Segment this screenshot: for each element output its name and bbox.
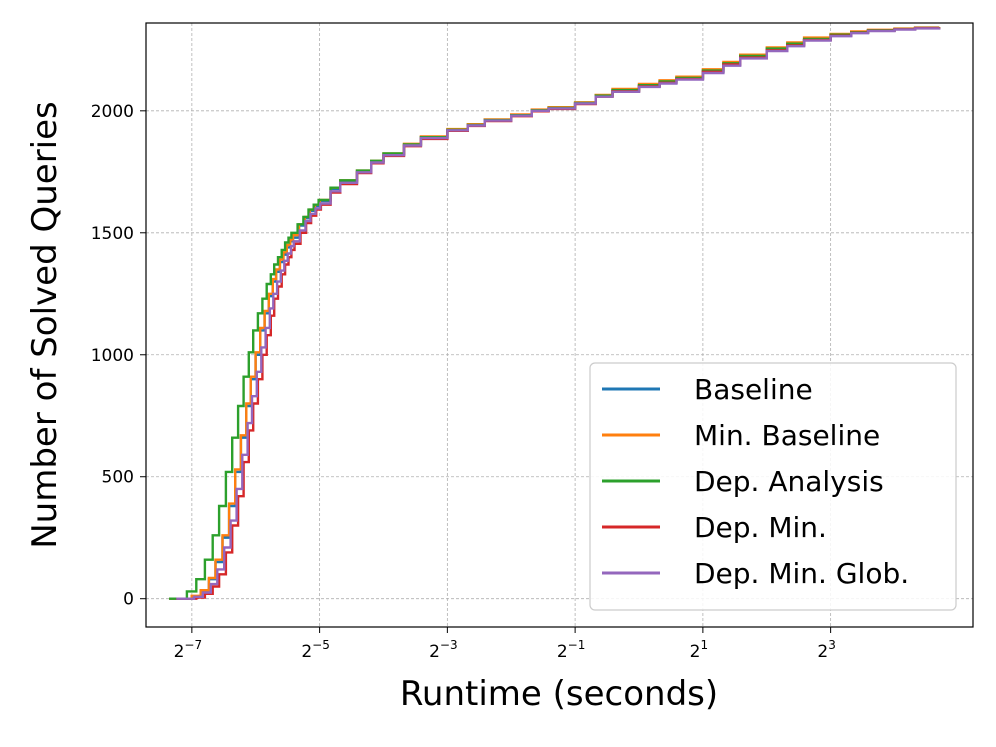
x-axis-ticks: 2−7 2−5 2−3 2−1 21 23 [174, 627, 836, 662]
legend-box [589, 362, 957, 611]
y-tick-label: 500 [102, 468, 134, 488]
legend-label: Min. Baseline [694, 419, 880, 452]
grid-lines [146, 23, 973, 627]
plot-frame [145, 22, 974, 628]
x-tick-label: 2−3 [429, 638, 458, 662]
y-axis-label: Number of Solved Queries [25, 101, 65, 549]
legend-label: Dep. Analysis [694, 465, 884, 498]
y-tick-label: 1000 [91, 346, 134, 366]
series-lines [169, 26, 941, 600]
y-axis-ticks: 0 500 1000 1500 2000 [91, 102, 146, 610]
y-tick-label: 0 [123, 590, 134, 610]
legend-label: Dep. Min. [694, 511, 827, 544]
x-tick-label: 23 [817, 638, 835, 662]
x-axis-label: Runtime (seconds) [400, 674, 718, 714]
x-tick-label: 2−1 [557, 638, 586, 662]
y-tick-label: 2000 [91, 102, 134, 122]
legend-label: Dep. Min. Glob. [694, 557, 909, 590]
y-tick-label: 1500 [91, 224, 134, 244]
x-tick-label: 2−5 [301, 638, 330, 662]
x-tick-label: 2−7 [174, 638, 203, 662]
legend-label: Baseline [694, 373, 813, 406]
x-tick-label: 21 [690, 638, 708, 662]
series-line-dep-min-glob [176, 27, 941, 600]
legend: Baseline Min. Baseline Dep. Analysis Dep. M… [589, 362, 957, 611]
